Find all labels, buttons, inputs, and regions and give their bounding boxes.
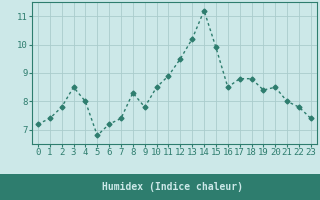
Text: Humidex (Indice chaleur): Humidex (Indice chaleur) [102, 182, 243, 192]
